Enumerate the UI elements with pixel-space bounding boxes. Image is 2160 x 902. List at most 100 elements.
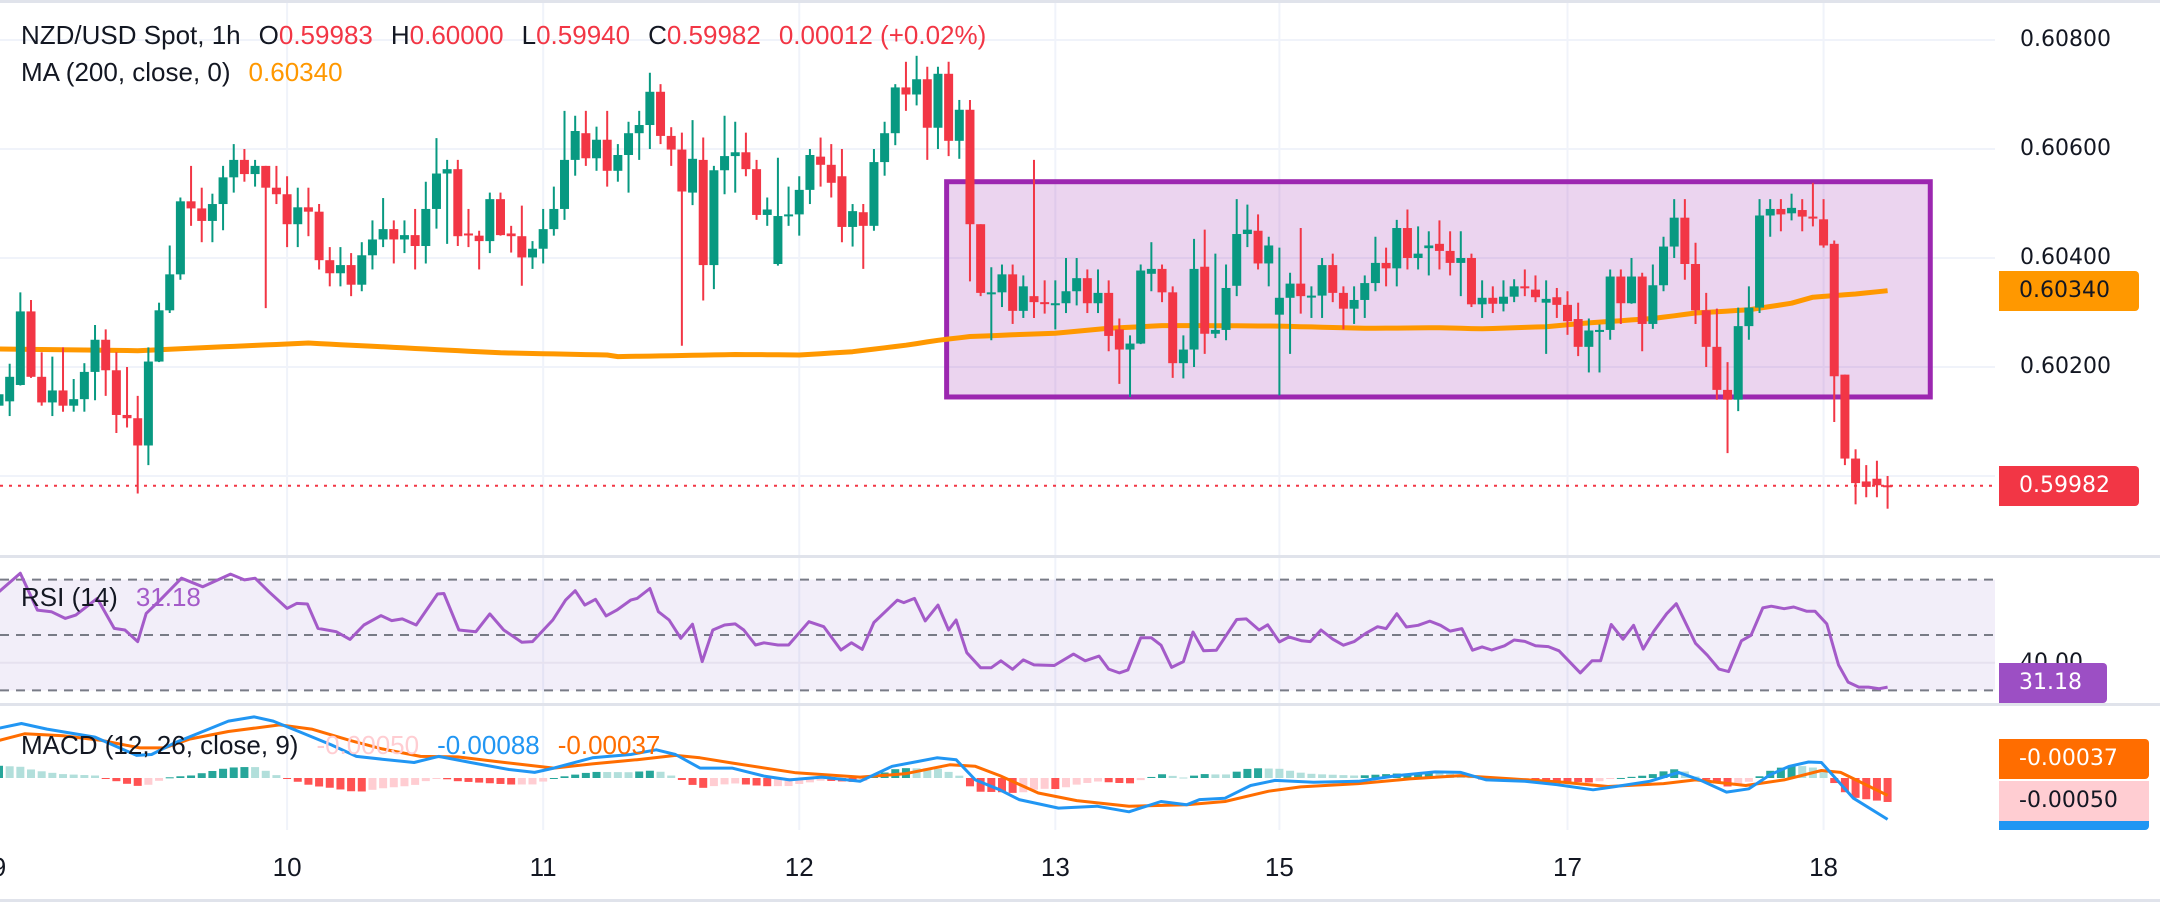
macd-histogram-bar — [1094, 778, 1103, 782]
time-tick-label: 17 — [1553, 852, 1582, 882]
candle — [677, 132, 687, 346]
candle-body — [1744, 307, 1754, 327]
candle-body — [933, 73, 943, 128]
rsi-label[interactable]: RSI (14) — [21, 582, 118, 612]
candle-body — [1509, 286, 1519, 297]
candle-body — [965, 109, 975, 225]
candle — [517, 205, 527, 286]
macd-histogram-bar — [48, 772, 57, 778]
candle-body — [709, 170, 719, 266]
candle-body — [1851, 458, 1861, 484]
macd-histogram-bar — [1136, 778, 1145, 781]
macd-histogram-bar — [304, 778, 313, 785]
macd-histogram-bar — [421, 778, 430, 782]
candle — [528, 241, 537, 269]
candle — [1456, 231, 1466, 297]
candle — [1157, 264, 1167, 303]
macd-histogram-bar — [1008, 778, 1017, 793]
candle — [1498, 280, 1508, 312]
candle — [752, 159, 762, 220]
candle — [624, 121, 634, 193]
candle-body — [1765, 208, 1775, 216]
macd-label[interactable]: MACD (12, 26, close, 9) — [21, 730, 299, 760]
candle — [239, 149, 249, 182]
time-tick-label: 12 — [784, 852, 814, 882]
candle-body — [1498, 296, 1508, 304]
candle — [549, 186, 559, 236]
candle — [538, 208, 548, 264]
candle-body — [122, 414, 132, 419]
candle — [1050, 280, 1060, 330]
time-tick-label: 18 — [1809, 852, 1839, 882]
macd-histogram-bar — [1638, 775, 1647, 778]
candle — [1477, 280, 1487, 318]
macd-line-value: -0.00088 — [437, 730, 540, 760]
candle — [1808, 182, 1818, 227]
macd-histogram-bar — [912, 768, 921, 778]
candle — [325, 247, 335, 287]
macd-histogram-bar — [1232, 771, 1241, 778]
candle-body — [1701, 310, 1711, 347]
ma-label[interactable]: MA (200, close, 0) — [21, 57, 231, 87]
candle — [282, 176, 292, 248]
macd-histogram-bar — [1712, 778, 1721, 784]
candle-body — [250, 165, 260, 175]
macd-histogram-bar — [1360, 775, 1369, 778]
candle-body — [773, 216, 783, 264]
candle — [58, 347, 68, 412]
candle-body — [1264, 245, 1274, 264]
macd-histogram-bar — [165, 777, 174, 779]
candle-body — [1040, 302, 1050, 305]
candle-body — [207, 204, 217, 221]
candle — [1680, 199, 1690, 280]
candle-body — [922, 79, 932, 128]
candle — [175, 197, 185, 280]
candle-body — [1274, 297, 1284, 315]
macd-histogram-bar — [1755, 776, 1764, 778]
candle — [986, 267, 996, 341]
macd-histogram-bar — [1734, 778, 1743, 784]
candle — [698, 137, 708, 301]
candle-body — [37, 376, 47, 403]
candle — [954, 99, 964, 159]
candle — [335, 247, 345, 287]
candle-body — [1328, 265, 1338, 293]
candle-body — [997, 274, 1007, 293]
macd-histogram-bar — [208, 770, 217, 778]
symbol-title[interactable]: NZD/USD Spot, 1h — [21, 20, 241, 50]
macd-histogram-bar — [197, 773, 206, 778]
candle — [261, 165, 271, 309]
macd-histogram-bar — [1606, 778, 1615, 780]
candle-body — [784, 214, 794, 217]
candle-body — [143, 361, 153, 446]
macd-histogram-bar — [1126, 778, 1135, 784]
candle — [794, 176, 804, 236]
macd-histogram-bar — [315, 778, 324, 787]
candle — [869, 149, 879, 231]
macd-histogram-bar — [656, 771, 665, 778]
candle-body — [677, 149, 687, 192]
candle-body — [399, 235, 409, 240]
candle-body — [1477, 297, 1487, 305]
candle — [26, 299, 36, 378]
candle-body — [1829, 243, 1839, 377]
candle — [154, 302, 164, 363]
candle-body — [1082, 278, 1092, 304]
macd-histogram-bar — [688, 778, 697, 785]
candle — [1765, 199, 1775, 237]
candle-body — [282, 194, 292, 225]
macd-histogram-bar — [720, 778, 729, 785]
candle — [1520, 269, 1530, 297]
candle — [143, 347, 153, 466]
candle-body — [592, 139, 602, 159]
candle — [1691, 242, 1701, 324]
macd-histogram-bar — [101, 778, 110, 779]
candle — [357, 242, 367, 292]
macd-histogram-bar — [368, 778, 377, 790]
candle — [1434, 220, 1444, 270]
candle-body — [1253, 230, 1263, 264]
candle-body — [1029, 296, 1039, 303]
macd-histogram-bar — [1371, 774, 1380, 778]
candle — [389, 220, 399, 264]
